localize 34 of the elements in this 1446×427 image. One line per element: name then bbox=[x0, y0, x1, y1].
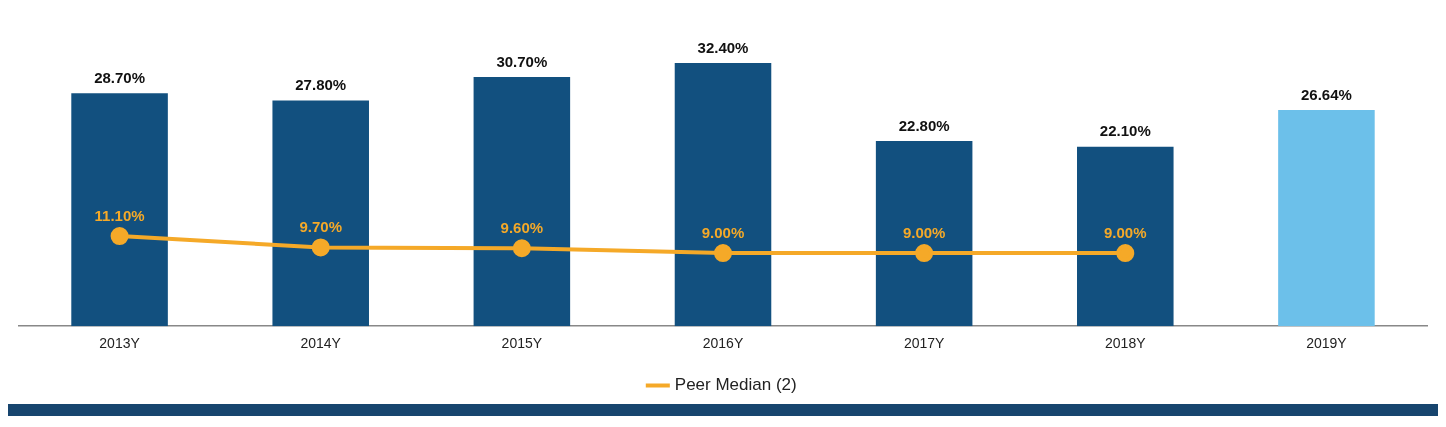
legend-label: Peer Median (2) bbox=[674, 375, 797, 395]
data-label: 28.70% bbox=[94, 68, 146, 86]
data-label: 32.40% bbox=[697, 38, 749, 56]
data-label: 9.00% bbox=[1104, 223, 1147, 241]
bar bbox=[875, 141, 973, 327]
bar bbox=[473, 76, 571, 327]
x-tick-label: 2015Y bbox=[501, 335, 543, 352]
point bbox=[714, 244, 732, 263]
data-label: 22.80% bbox=[898, 116, 950, 134]
data-label: 9.60% bbox=[500, 218, 544, 236]
point bbox=[915, 244, 934, 263]
x-tick-label: 2016Y bbox=[702, 335, 744, 352]
data-label: 11.10% bbox=[94, 206, 145, 224]
bar bbox=[71, 93, 168, 327]
data-label: 26.64% bbox=[1300, 85, 1352, 103]
x-tick-label: 2019Y bbox=[1306, 335, 1348, 352]
x-tick-label: 2018Y bbox=[1105, 335, 1147, 352]
bar bbox=[272, 100, 369, 327]
bar bbox=[1077, 146, 1174, 327]
point bbox=[1116, 244, 1135, 263]
data-label: 9.00% bbox=[701, 223, 745, 241]
data-label: 9.70% bbox=[299, 218, 342, 236]
x-tick-label: 2017Y bbox=[903, 335, 946, 352]
x-tick-label: 2013Y bbox=[99, 335, 141, 352]
point bbox=[311, 238, 330, 257]
point bbox=[110, 227, 129, 246]
bar bbox=[1278, 109, 1375, 327]
point bbox=[512, 239, 531, 258]
data-label: 9.00% bbox=[902, 223, 946, 241]
x-tick-label: 2014Y bbox=[300, 335, 342, 352]
bar bbox=[674, 63, 772, 327]
data-label: 30.70% bbox=[496, 52, 548, 70]
data-label: 22.10% bbox=[1099, 122, 1151, 140]
data-label: 27.80% bbox=[295, 76, 347, 94]
